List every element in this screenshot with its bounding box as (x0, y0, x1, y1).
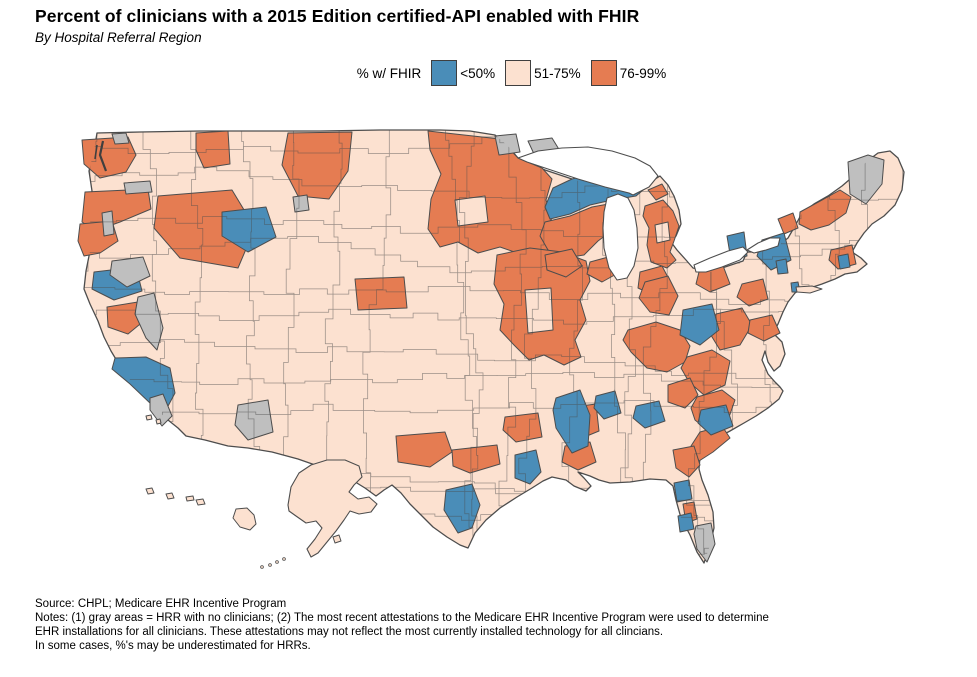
hrr-region-texas-west (395, 431, 453, 468)
legend-item-high: 76-99% (590, 60, 667, 86)
aleutian-island-2 (268, 563, 272, 567)
hrr-region-kentucky-tennessee (622, 321, 691, 373)
aleutian-island-3 (275, 560, 279, 564)
footer-notes: Source: CHPL; Medicare EHR Incentive Pro… (35, 597, 769, 653)
lake-ontario (746, 237, 781, 254)
hrr-region-missouri-hole (524, 287, 554, 334)
maui (195, 498, 206, 506)
puget-sound (98, 140, 108, 172)
legend-swatch-high (590, 60, 617, 86)
hrr-region-georgia-coast (672, 445, 701, 478)
legend-label-lt50: <50% (460, 65, 496, 81)
legend-swatch-lt50 (431, 60, 458, 86)
channel-island-1 (145, 414, 153, 421)
legend: % w/ FHIR <50% 51-75% 76-99% (28, 60, 977, 86)
hrr-region-alabama-montgomery (632, 400, 666, 429)
page-title: Percent of clinicians with a 2015 Editio… (35, 6, 640, 26)
legend-label-high: 76-99% (619, 65, 667, 81)
lake-erie (693, 246, 749, 273)
hrr-region-kansas-west (354, 276, 408, 311)
lake-superior (517, 146, 659, 196)
hrr-region-michigan-hole (654, 221, 671, 244)
hrr-region-sierra-north (109, 256, 151, 288)
hrr-region-iowa-east (544, 248, 583, 278)
legend-swatch-mid (505, 60, 532, 86)
notes-line-3: In some cases, %'s may be underestimated… (35, 640, 311, 652)
hrr-region-florida-sarasota (677, 512, 695, 533)
page-subtitle: By Hospital Referral Region (35, 30, 202, 45)
notes-line-1: Notes: (1) gray areas = HRR with no clin… (35, 612, 769, 624)
hawaii-big-island (232, 507, 257, 531)
kodiak (332, 534, 342, 544)
channel-island-2 (155, 418, 162, 425)
hrr-region-columbus-ohio (679, 303, 720, 346)
legend-item-mid: 51-75% (505, 60, 581, 86)
hrr-region-socal-gray (149, 393, 173, 427)
hrr-region-idaho-central (221, 206, 277, 253)
long-island (795, 285, 823, 294)
hrr-region-minnesota-north-gray (494, 133, 521, 156)
hrr-region-texas-northeast (502, 412, 543, 443)
legend-items: <50% 51-75% 76-99% (431, 60, 676, 86)
hrr-region-mississippi-delta (552, 389, 591, 454)
lake-michigan (602, 193, 639, 281)
hrr-region-florida-south-gray (693, 522, 716, 563)
hrr-region-ny-albany (775, 258, 789, 275)
hrr-region-florida-tampa (673, 479, 693, 503)
legend-label-mid: 51-75% (534, 65, 581, 81)
aleutian-island-1 (260, 565, 264, 569)
legend-title: % w/ FHIR (356, 65, 422, 81)
legend-item-lt50: <50% (431, 60, 495, 86)
source-line: Source: CHPL; Medicare EHR Incentive Pro… (35, 598, 287, 610)
notes-line-2: EHR installations for all clinicians. Th… (35, 626, 664, 638)
hrr-region-washington-north-gray (111, 132, 130, 145)
puget-sound-inlet (94, 144, 98, 160)
kauai (145, 487, 155, 495)
hrr-region-new-england-small (837, 253, 851, 270)
hrr-region-pittsburgh (736, 278, 769, 307)
hrr-region-michigan-up-east (647, 183, 669, 201)
hrr-region-alabama-georgia-west (667, 377, 699, 409)
hrr-region-wa-puget-seattle (81, 136, 137, 179)
molokai (185, 495, 195, 502)
hrr-region-texas-central (451, 444, 501, 474)
alaska (287, 459, 378, 558)
hrr-region-montana-west (281, 131, 353, 200)
hrr-region-washington-gray2 (123, 180, 153, 195)
aleutian-island-4 (282, 557, 286, 561)
hrr-region-oregon-coast-gray (101, 210, 115, 237)
oahu (165, 492, 175, 500)
hrr-region-texas-houston (514, 449, 542, 485)
hrr-region-ny-north-strip (777, 212, 799, 235)
hrr-region-yellowstone-gray (292, 194, 310, 213)
hrr-region-maine-north (847, 154, 885, 205)
